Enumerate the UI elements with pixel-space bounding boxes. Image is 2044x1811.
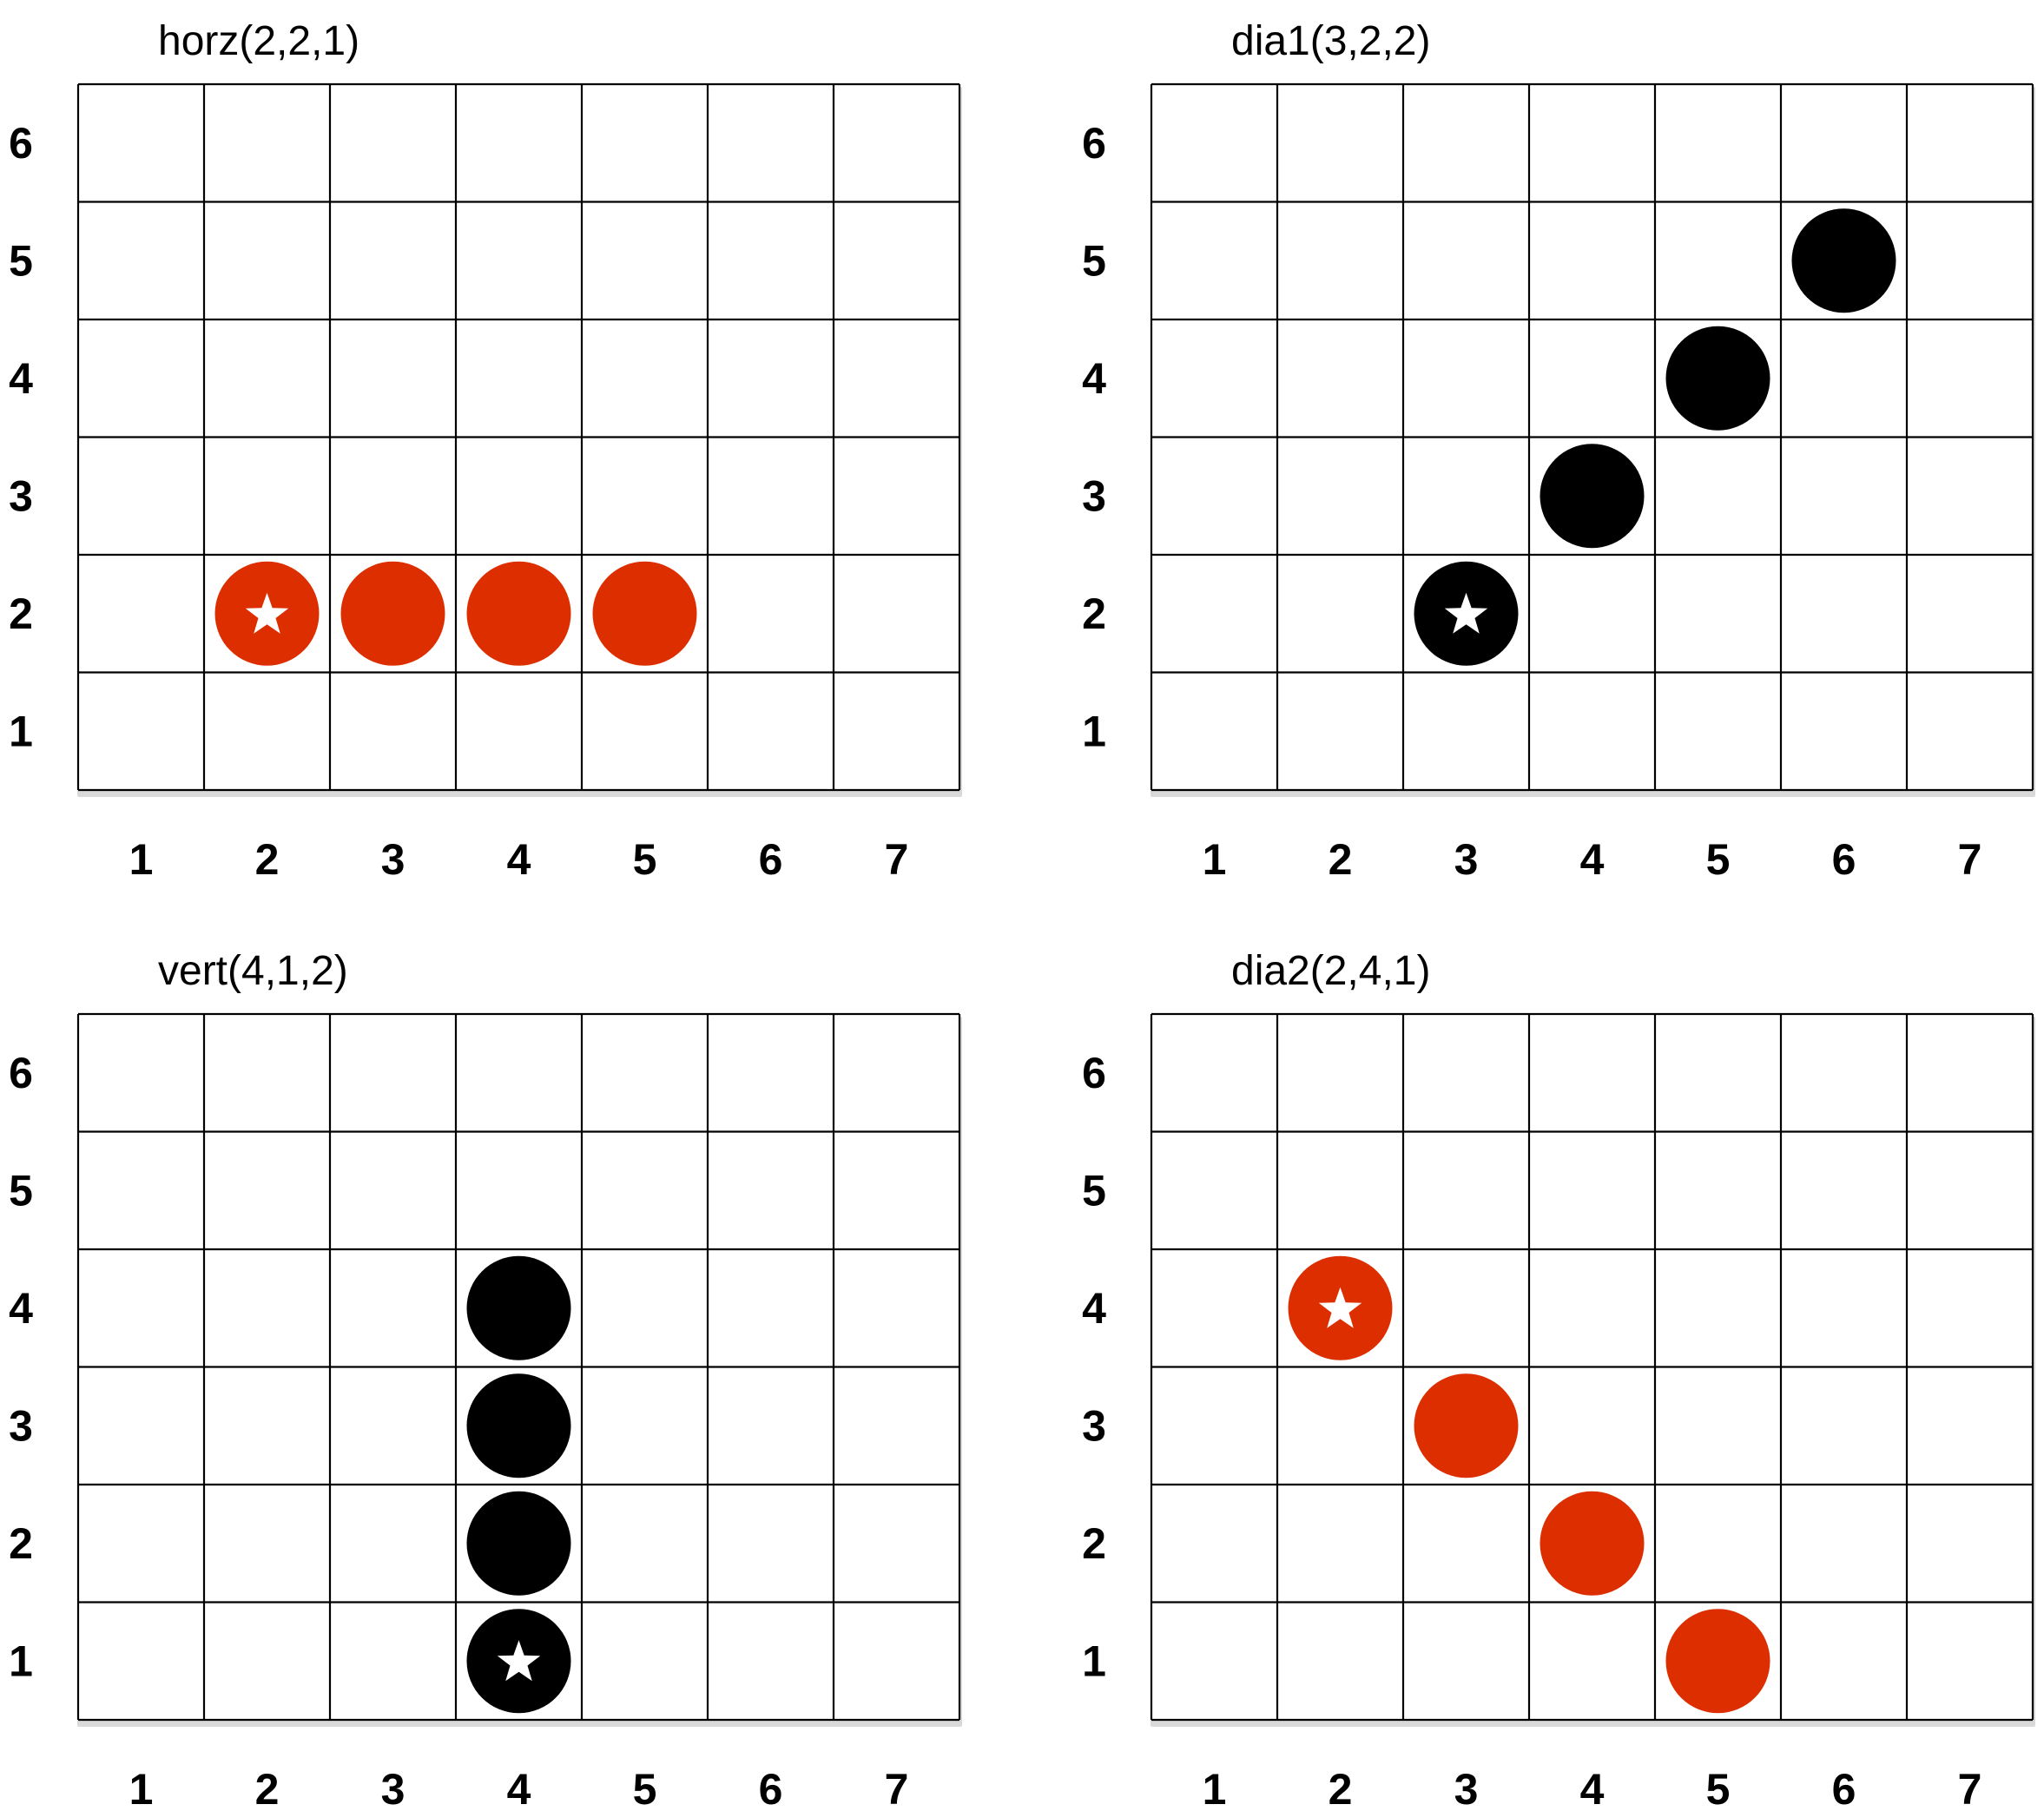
- pieces: [466, 1255, 571, 1714]
- column-label: 2: [1329, 835, 1353, 884]
- column-label: 7: [1958, 835, 1982, 884]
- column-label: 1: [129, 835, 154, 884]
- black-piece: [1665, 326, 1770, 431]
- black-piece: [1791, 208, 1896, 313]
- column-label: 4: [507, 835, 531, 884]
- column-label: 7: [885, 1765, 909, 1811]
- board-grid: [76, 82, 961, 792]
- column-label: 1: [1203, 835, 1227, 884]
- board-panel-vert: vert(4,1,2) 1 2 3 4 5 6 1 2 3 4 5 6 7: [9, 948, 962, 1811]
- row-label: 6: [9, 119, 33, 168]
- black-piece: [466, 1373, 571, 1478]
- black-piece: [466, 1255, 571, 1360]
- column-label: 3: [1454, 835, 1479, 884]
- star-icon: [1444, 592, 1488, 634]
- board-panel-horz: horz(2,2,1) 1 2 3 4 5 6 1 2 3 4 5 6 7: [9, 18, 962, 884]
- black-piece: [1540, 444, 1645, 549]
- column-label: 5: [1706, 1765, 1731, 1811]
- star-icon: [245, 592, 289, 634]
- row-label: 5: [9, 236, 33, 285]
- red-piece: [1540, 1491, 1645, 1596]
- row-label: 6: [1082, 1049, 1106, 1097]
- red-piece: [592, 561, 697, 666]
- row-label: 3: [9, 471, 33, 520]
- column-label: 2: [255, 1765, 280, 1811]
- row-label: 2: [9, 589, 33, 638]
- column-label: 6: [759, 1765, 783, 1811]
- column-label: 3: [381, 1765, 406, 1811]
- column-label: 4: [507, 1765, 531, 1811]
- panel-title: horz(2,2,1): [158, 18, 359, 64]
- red-piece: [1414, 1373, 1519, 1478]
- pieces: [214, 561, 697, 666]
- column-label: 7: [885, 835, 909, 884]
- column-label: 1: [1203, 1765, 1227, 1811]
- row-label: 1: [1082, 1636, 1106, 1685]
- row-label: 2: [1082, 589, 1106, 638]
- panel-title: vert(4,1,2): [158, 948, 348, 994]
- row-label: 4: [1082, 1284, 1106, 1333]
- column-label: 5: [1706, 835, 1731, 884]
- row-label: 2: [9, 1519, 33, 1568]
- row-label: 4: [9, 1284, 33, 1333]
- column-label: 3: [1454, 1765, 1479, 1811]
- column-label: 1: [129, 1765, 154, 1811]
- column-label: 6: [1832, 835, 1856, 884]
- star-icon: [1318, 1287, 1362, 1328]
- star-icon: [497, 1640, 541, 1682]
- board-grid: [1150, 82, 2034, 792]
- red-piece: [1665, 1609, 1770, 1714]
- column-label: 4: [1580, 1765, 1605, 1811]
- row-label: 6: [1082, 119, 1106, 168]
- row-label: 5: [9, 1166, 33, 1215]
- column-label: 5: [633, 835, 657, 884]
- board-panel-dia1: dia1(3,2,2) 1 2 3 4 5 6 1 2 3 4 5 6 7: [1082, 18, 2035, 884]
- pieces: [1414, 208, 1896, 666]
- row-label: 1: [1082, 707, 1106, 755]
- row-label: 3: [1082, 1401, 1106, 1450]
- row-label: 3: [1082, 471, 1106, 520]
- panel-title: dia2(2,4,1): [1231, 948, 1430, 994]
- row-label: 5: [1082, 236, 1106, 285]
- column-label: 6: [759, 835, 783, 884]
- column-label: 6: [1832, 1765, 1856, 1811]
- column-label: 5: [633, 1765, 657, 1811]
- column-label: 7: [1958, 1765, 1982, 1811]
- red-piece: [466, 561, 571, 666]
- row-label: 2: [1082, 1519, 1106, 1568]
- column-label: 4: [1580, 835, 1605, 884]
- row-label: 3: [9, 1401, 33, 1450]
- black-piece: [466, 1491, 571, 1596]
- panel-title: dia1(3,2,2): [1231, 18, 1430, 64]
- red-piece: [340, 561, 445, 666]
- row-label: 4: [1082, 354, 1106, 403]
- column-label: 2: [1329, 1765, 1353, 1811]
- row-label: 1: [9, 1636, 33, 1685]
- column-label: 2: [255, 835, 280, 884]
- row-label: 5: [1082, 1166, 1106, 1215]
- board-panel-dia2: dia2(2,4,1) 1 2 3 4 5 6 1 2 3 4 5 6 7: [1082, 948, 2035, 1811]
- column-label: 3: [381, 835, 406, 884]
- board-grid: [1150, 1012, 2034, 1722]
- row-label: 1: [9, 707, 33, 755]
- row-label: 6: [9, 1049, 33, 1097]
- pieces: [1288, 1255, 1770, 1714]
- board-grid: [76, 1012, 961, 1722]
- row-label: 4: [9, 354, 33, 403]
